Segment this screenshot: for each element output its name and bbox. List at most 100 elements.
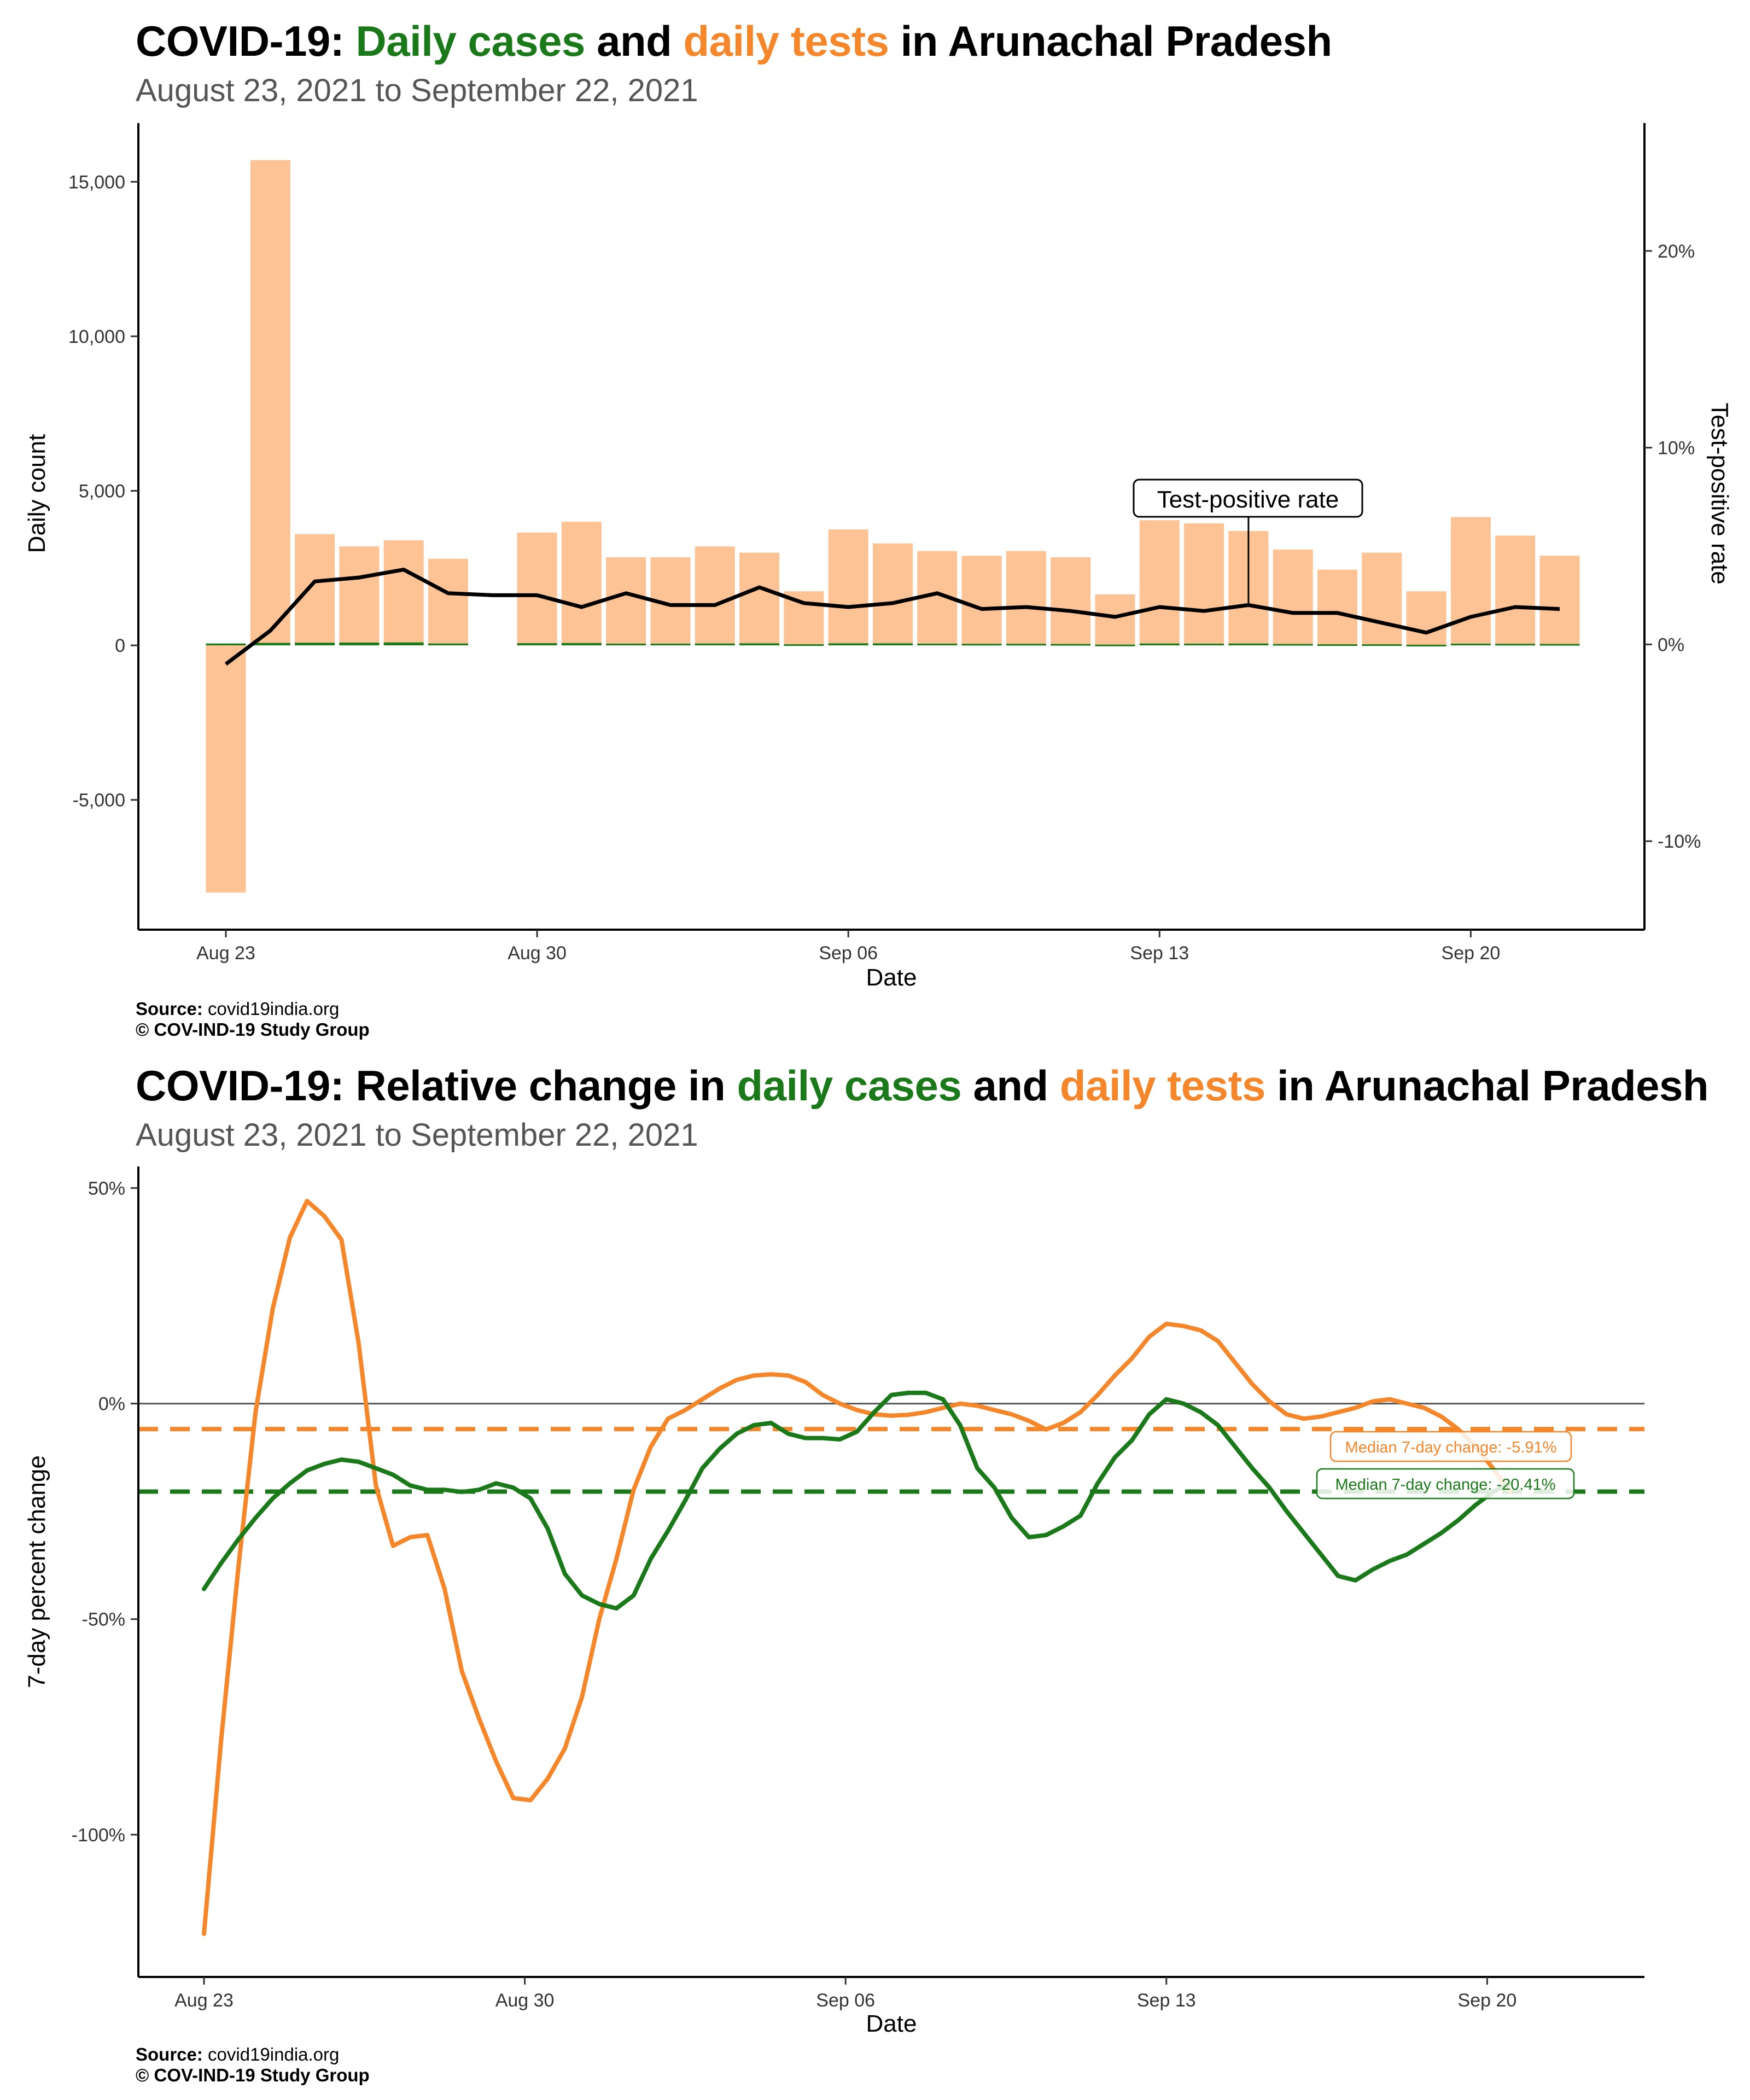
cases-bar	[1139, 643, 1180, 646]
y2-tick-label: 20%	[1658, 241, 1695, 262]
tests-bar	[695, 546, 735, 646]
cases-bar	[1184, 643, 1224, 646]
chart2-subtitle: August 23, 2021 to September 22, 2021	[136, 1117, 698, 1153]
y-axis-title: Daily count	[24, 434, 50, 553]
change-line	[202, 1199, 1513, 1936]
cases-bar	[1539, 644, 1580, 646]
tests-bar	[517, 532, 557, 646]
y2-tick-label: -10%	[1658, 831, 1701, 852]
tests-bar	[1317, 569, 1357, 646]
median-cases-label-box	[1316, 1468, 1575, 1500]
x-tick-label: Sep 20	[1442, 943, 1501, 964]
cases-bar	[1095, 644, 1135, 646]
x-tick-label: Aug 30	[495, 1990, 555, 2011]
x-tick-label: Sep 13	[1137, 1990, 1196, 2011]
change-line	[202, 1390, 1513, 1611]
chart1-source-value: covid19india.org	[208, 999, 340, 1019]
cases-bar	[1406, 644, 1446, 646]
median-cases-label: Median 7-day change: -20.41%	[1335, 1476, 1555, 1494]
tests-bar	[1406, 591, 1446, 646]
chart2-title-part-5: in Arunachal Pradesh	[1265, 1061, 1709, 1110]
tests-bar	[250, 160, 290, 646]
chart2-title: COVID-19: Relative change in daily cases…	[136, 1061, 1709, 1111]
tests-bar	[1539, 556, 1580, 646]
x-tick-label: Aug 23	[174, 1990, 234, 2011]
y-tick-label: -100%	[72, 1825, 125, 1846]
chart1-title-tests: daily tests	[683, 17, 889, 65]
chart1-title: COVID-19: Daily cases and daily tests in…	[136, 16, 1332, 66]
cases-bar	[206, 643, 246, 646]
tpr-line	[224, 568, 1560, 666]
tests-bar	[428, 558, 468, 646]
chart1-copyright: © COV-IND-19 Study Group	[136, 1019, 370, 1040]
cases-bar	[606, 643, 646, 646]
tests-bar	[1006, 551, 1046, 646]
x-axis-title: Date	[866, 2010, 917, 2037]
cases-bar	[1317, 644, 1357, 646]
y-tick-label: -5,000	[73, 790, 125, 811]
x-tick-label: Sep 20	[1458, 1990, 1517, 2011]
tests-bar	[961, 556, 1002, 646]
tests-bar	[828, 529, 868, 646]
cases-bar	[1051, 644, 1091, 646]
tests-bar	[1139, 520, 1180, 646]
cases-bar	[1495, 644, 1536, 646]
chart1-title-part-1: COVID-19:	[136, 17, 356, 65]
cases-bar	[917, 643, 958, 646]
x-tick-label: Sep 06	[819, 943, 878, 964]
tests-bar	[606, 557, 646, 646]
y-tick-label: 0%	[98, 1394, 125, 1415]
y2-axis-title: Test-positive rate	[1706, 402, 1733, 585]
tests-bar	[1362, 552, 1402, 646]
median-tests-label: Median 7-day change: -5.91%	[1345, 1439, 1557, 1456]
chart2-plot: Median 7-day change: -5.91% Median 7-day …	[24, 1166, 1644, 2037]
tests-bar	[739, 552, 780, 646]
y-tick-label: 5,000	[79, 481, 125, 502]
chart2-copyright: © COV-IND-19 Study Group	[136, 2064, 370, 2085]
x-tick-label: Sep 13	[1130, 943, 1189, 964]
cases-bar	[828, 643, 868, 646]
tests-bar	[1273, 549, 1313, 646]
tests-bar	[1051, 557, 1091, 646]
chart2-title-part-1: COVID-19: Relative change in	[136, 1061, 737, 1110]
x-tick-label: Sep 06	[816, 1990, 875, 2011]
tests-bar	[561, 522, 602, 646]
y-tick-label: 15,000	[68, 172, 125, 192]
cases-bar	[961, 644, 1002, 646]
cases-bar	[1228, 643, 1269, 646]
cases-bar	[784, 644, 824, 646]
y-tick-label: 50%	[88, 1178, 125, 1199]
tests-bar	[383, 540, 424, 646]
chart1-plot: Test-positive rate -5,000 0 5,000 10,000 15,0…	[24, 123, 1733, 991]
tests-bar	[339, 546, 380, 646]
tests-bar	[295, 534, 335, 646]
chart2-title-part-3: and	[961, 1061, 1060, 1110]
tests-bar	[873, 543, 913, 646]
cases-bar	[873, 643, 913, 646]
chart1-title-part-3: and	[585, 17, 684, 65]
chart2-source: Source: covid19india.org © COV-IND-19 St…	[136, 2044, 370, 2086]
cases-bar	[695, 643, 735, 646]
cases-bar	[250, 643, 290, 646]
cases-bar	[561, 643, 602, 646]
cases-bar	[739, 643, 780, 646]
chart2-source-value: covid19india.org	[208, 2044, 340, 2064]
cases-bar	[428, 643, 468, 646]
cases-bar	[339, 642, 380, 646]
median-tests-label-box	[1329, 1431, 1572, 1462]
y-tick-label: 10,000	[68, 326, 125, 347]
cases-bar	[1362, 644, 1402, 646]
y-tick-label: 0	[115, 635, 125, 656]
tpr-annotation-box	[1133, 479, 1363, 518]
cases-bar	[1273, 644, 1313, 646]
cases-bar	[517, 643, 557, 646]
x-axis-title: Date	[866, 964, 917, 991]
y-tick-label: -50%	[82, 1609, 125, 1630]
cases-bar	[1450, 643, 1491, 646]
cases-bar	[295, 643, 335, 646]
chart1-title-cases: Daily cases	[355, 17, 585, 65]
tests-bar	[1095, 594, 1135, 646]
y-axis-title: 7-day percent change	[24, 1455, 50, 1688]
chart1-subtitle: August 23, 2021 to September 22, 2021	[136, 73, 698, 108]
chart2-source-label: Source:	[136, 2044, 203, 2064]
